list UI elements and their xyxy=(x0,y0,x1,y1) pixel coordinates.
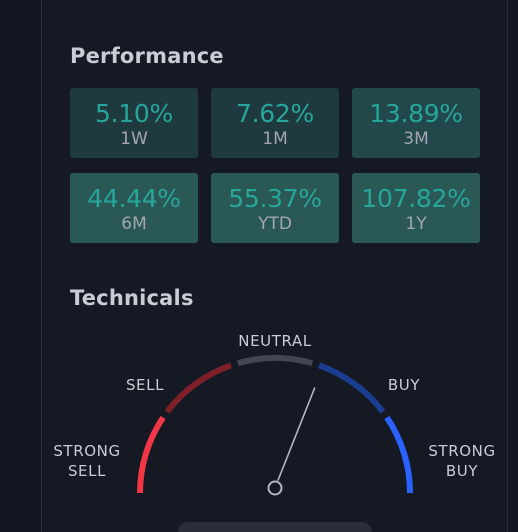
performance-cell-1w[interactable]: 5.10% 1W xyxy=(70,88,198,158)
symbol-overview-panel xyxy=(41,0,508,532)
performance-grid: 5.10% 1W 7.62% 1M 13.89% 3M 44.44% 6M 55… xyxy=(70,88,480,243)
performance-value: 107.82% xyxy=(361,183,471,213)
performance-period: 1M xyxy=(262,128,288,149)
performance-cell-3m[interactable]: 13.89% 3M xyxy=(352,88,480,158)
summary-tab-button[interactable] xyxy=(178,522,372,532)
performance-period: 1Y xyxy=(405,213,427,234)
performance-value: 44.44% xyxy=(87,183,181,213)
performance-period: 1W xyxy=(120,128,148,149)
performance-cell-1y[interactable]: 107.82% 1Y xyxy=(352,173,480,243)
performance-period: 3M xyxy=(403,128,429,149)
performance-period: 6M xyxy=(121,213,147,234)
performance-value: 7.62% xyxy=(236,98,314,128)
performance-value: 55.37% xyxy=(228,183,322,213)
technicals-title: Technicals xyxy=(70,286,194,310)
performance-cell-6m[interactable]: 44.44% 6M xyxy=(70,173,198,243)
performance-cell-ytd[interactable]: 55.37% YTD xyxy=(211,173,339,243)
performance-value: 5.10% xyxy=(95,98,173,128)
performance-cell-1m[interactable]: 7.62% 1M xyxy=(211,88,339,158)
performance-value: 13.89% xyxy=(369,98,463,128)
performance-period: YTD xyxy=(258,213,292,234)
performance-title: Performance xyxy=(70,44,224,68)
